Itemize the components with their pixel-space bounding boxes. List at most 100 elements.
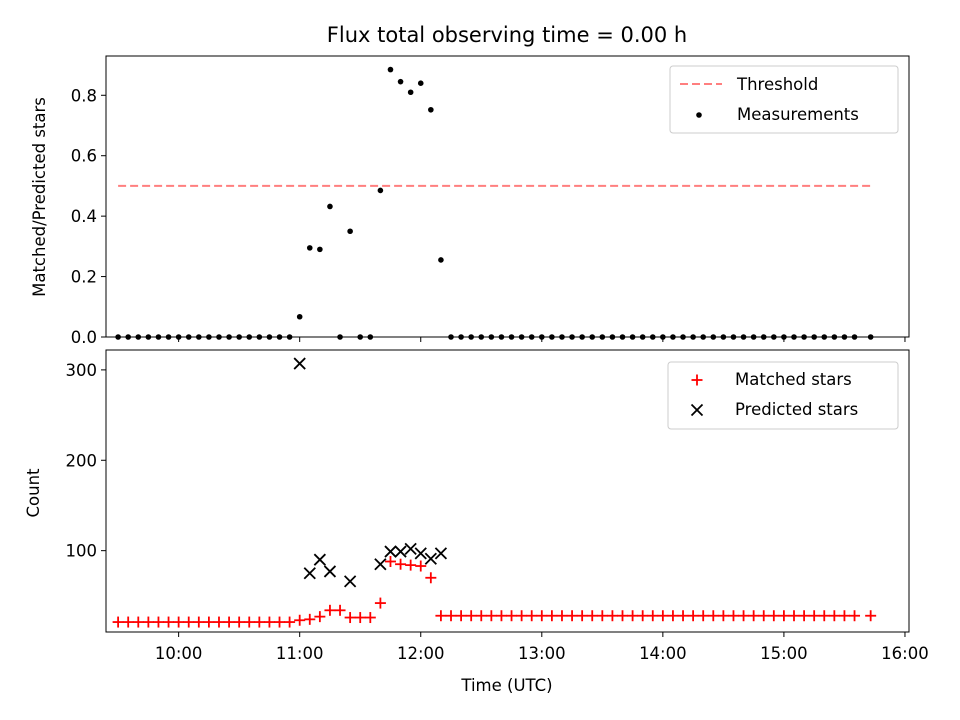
measurement-point <box>185 334 192 340</box>
matched-star-point <box>152 616 164 628</box>
measurement-point <box>801 334 807 340</box>
matched-star-point <box>142 616 154 628</box>
measurement-point <box>357 334 364 340</box>
measurement-point <box>246 334 253 340</box>
matched-star-point <box>193 616 205 628</box>
matched-star-point <box>738 610 750 622</box>
predicted-star-point-b <box>343 575 357 588</box>
predicted-star-point <box>323 565 337 578</box>
measurement-point <box>125 334 131 340</box>
matched-star-point <box>865 610 877 622</box>
top-y-tick-label: 0.2 <box>71 268 97 287</box>
matched-star-point <box>132 616 144 628</box>
count-plot: 100 200 300 10:00 11:00 12:00 13:00 14:00 15:00 1… <box>66 349 929 663</box>
matched-star-point <box>122 616 134 628</box>
measurement-point <box>306 245 313 251</box>
matched-star-point <box>717 610 729 622</box>
measurement-point <box>468 334 474 340</box>
measurement-point <box>165 334 172 340</box>
predicted-star-point <box>303 567 316 580</box>
measurement-point <box>710 334 717 340</box>
matched-star-point <box>233 616 245 628</box>
measurement-point <box>488 334 495 340</box>
top-y-tick-label: 0.0 <box>71 328 97 347</box>
matched-star-point <box>465 610 477 622</box>
matched-star-point <box>838 610 850 622</box>
measurement-point <box>115 334 121 340</box>
matched-star-point <box>808 610 820 622</box>
measurement-point <box>135 334 142 340</box>
matched-star-point <box>243 616 255 628</box>
matched-star-point <box>425 572 437 584</box>
matched-stars-legend-label: Matched stars <box>735 370 852 389</box>
measurement-point <box>175 334 182 340</box>
ratio-plot: 0.0 0.2 0.4 0.6 0.8 <box>71 55 910 347</box>
top-y-tick-label: 0.4 <box>71 207 97 226</box>
bottom-x-tick-label: 12:00 <box>397 644 445 663</box>
bottom-x-tick-label: 14:00 <box>639 644 687 663</box>
matched-star-point <box>667 610 679 622</box>
matched-star-point <box>445 610 457 622</box>
top-y-tick-label: 0.8 <box>71 86 97 105</box>
measurement-point <box>428 106 434 113</box>
predicted-star-point <box>343 575 357 588</box>
matched-star-point <box>183 616 195 628</box>
bottom-x-tick-label: 15:00 <box>760 644 808 663</box>
measurement-point <box>276 334 283 340</box>
matched-star-point <box>294 614 306 626</box>
predicted-star-point-b <box>303 567 316 580</box>
measurement-point <box>206 334 212 340</box>
matched-star-point <box>748 610 760 622</box>
measurement-point <box>720 334 727 340</box>
measurement-point <box>821 334 828 340</box>
predicted-star-point-b <box>384 545 397 558</box>
measurement-point <box>750 334 757 340</box>
top-axes-frame <box>105 55 910 338</box>
measurement-point <box>680 334 686 340</box>
threshold-legend-label: Threshold <box>736 75 818 94</box>
predicted-star-point <box>374 558 387 571</box>
predicted-star-point-b <box>434 547 448 560</box>
measurement-point <box>700 334 707 340</box>
predicted-stars-legend-swatch <box>690 403 704 417</box>
top-y-tick-label: 0.6 <box>71 147 97 166</box>
matched-star-point <box>435 610 447 622</box>
matched-star-point <box>374 597 386 609</box>
measurement-point <box>579 334 585 340</box>
measurement-point <box>760 334 767 340</box>
predicted-swatch-mark-b <box>690 403 704 417</box>
predicted-star-point-b <box>293 357 306 370</box>
matched-star-point <box>606 610 618 622</box>
matched-star-point <box>314 611 326 623</box>
predicted-swatch-mark <box>690 403 704 417</box>
bottom-x-tick-label: 10:00 <box>155 644 203 663</box>
measurement-point <box>256 334 263 340</box>
predicted-star-point <box>313 553 327 566</box>
measurement-point <box>639 334 646 340</box>
matched-star-point <box>304 613 316 625</box>
matched-star-point <box>637 610 649 622</box>
matched-stars-legend-swatch <box>691 374 703 386</box>
predicted-star-point-b <box>424 552 437 565</box>
matched-star-point <box>556 610 568 622</box>
predicted-star-point <box>424 552 437 565</box>
measurement-point <box>236 334 242 340</box>
measurement-point <box>216 334 222 340</box>
measurement-point <box>266 334 273 340</box>
measurement-point <box>317 246 323 253</box>
measurement-point <box>518 334 525 340</box>
measurement-point <box>649 334 656 340</box>
measurement-point <box>448 334 454 340</box>
matched-star-point <box>576 610 588 622</box>
matched-star-point <box>727 610 739 622</box>
matched-star-point <box>677 610 689 622</box>
bottom-y-tick-label: 100 <box>66 542 98 561</box>
measurement-point <box>559 334 565 340</box>
bottom-y-axis-label: Count <box>24 468 43 518</box>
measurement-point <box>831 334 838 340</box>
measurement-point <box>417 80 424 86</box>
measurement-point <box>811 334 817 340</box>
predicted-star-point-b <box>313 553 327 566</box>
matched-star-point <box>768 610 780 622</box>
